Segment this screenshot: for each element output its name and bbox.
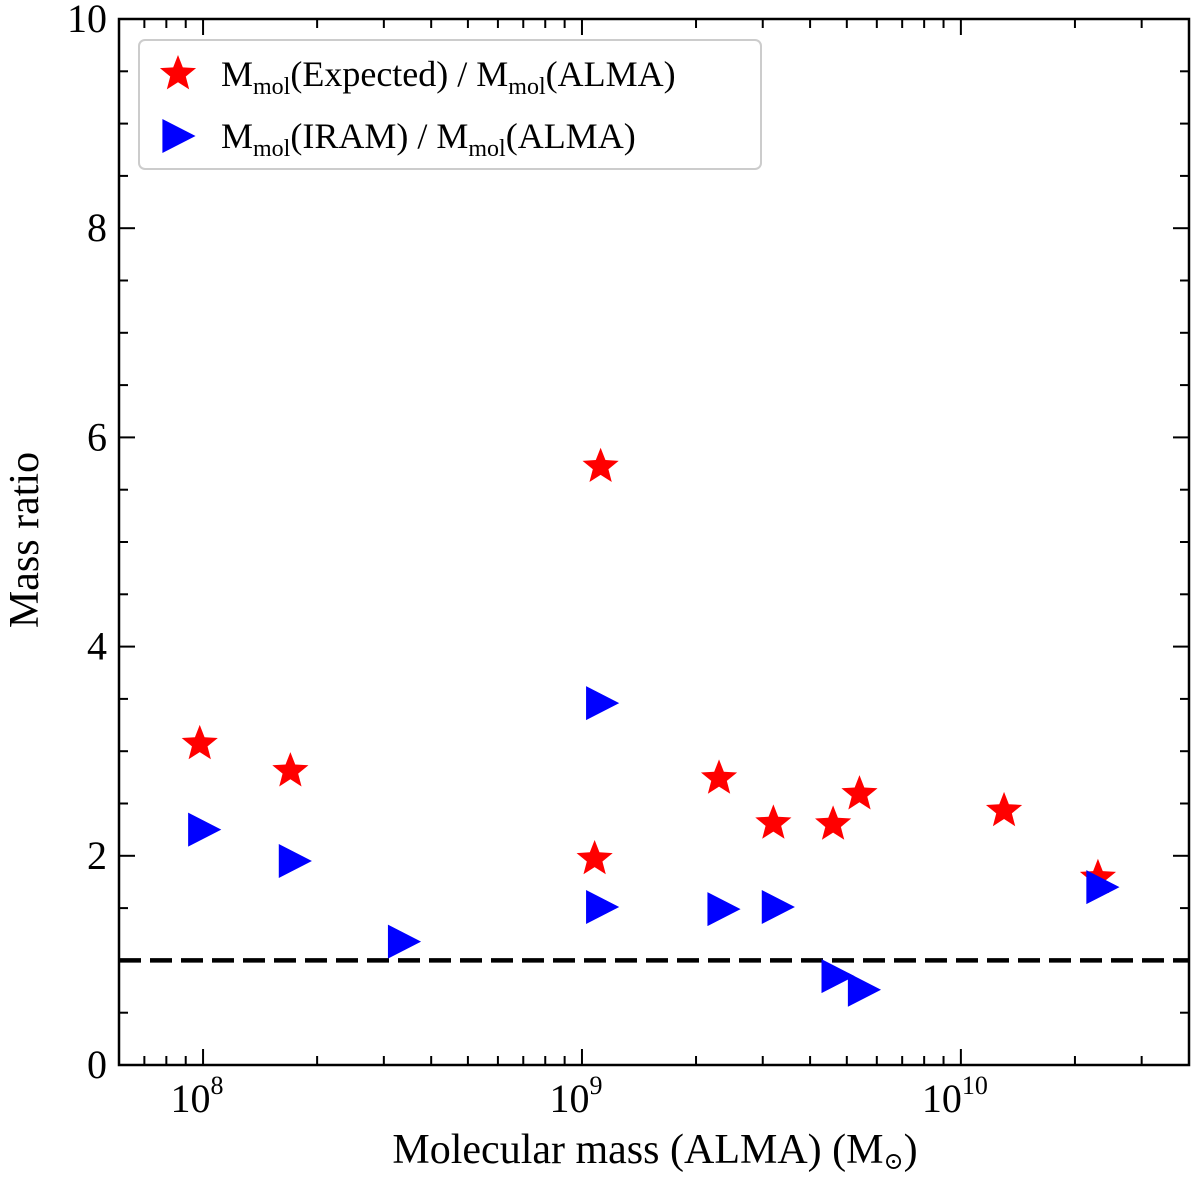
point-expected: [985, 791, 1023, 827]
legend-box: [138, 39, 762, 170]
plot-frame: [117, 17, 1191, 1067]
legend-label-part: mol: [253, 74, 291, 100]
y-tick-label: 10: [67, 0, 107, 41]
point-expected: [755, 804, 792, 839]
y-tick-label: 0: [87, 1042, 107, 1087]
legend-label-part: mol: [253, 136, 291, 162]
legend-label-part: (IRAM) / M: [290, 116, 468, 156]
point-iram: [278, 844, 312, 879]
legend-label-part: (ALMA): [506, 116, 636, 156]
legend-label-part: M: [221, 116, 253, 156]
legend-label-part: mol: [468, 136, 506, 162]
legend-label-iram: Mmol(IRAM) / Mmol(ALMA): [221, 116, 636, 162]
point-iram: [761, 890, 795, 925]
x-tick-label: 1010: [922, 1071, 988, 1121]
point-expected: [700, 759, 738, 794]
x-tick-exponent: 8: [211, 1071, 224, 1100]
point-iram: [586, 890, 620, 925]
point-expected: [582, 447, 619, 483]
x-tick-exponent: 10: [962, 1071, 988, 1100]
solar-mass-symbol: ⊙: [883, 1149, 903, 1175]
y-tick-label: 8: [87, 205, 107, 250]
point-iram: [586, 686, 620, 721]
x-tick-base: 10: [922, 1076, 962, 1121]
point-expected: [576, 839, 613, 875]
legend-marker-iram: [162, 119, 196, 153]
point-iram: [188, 812, 222, 847]
y-axis-label: Mass ratio: [2, 452, 48, 628]
point-expected: [272, 752, 309, 787]
legend-label-part: (ALMA): [546, 54, 676, 94]
point-iram: [821, 959, 855, 994]
x-axis-label-text: Molecular mass (ALMA) (M: [392, 1127, 883, 1173]
legend-label-part: M: [221, 54, 253, 94]
x-axis-label-close: ): [904, 1127, 918, 1173]
x-tick-base: 10: [549, 1076, 589, 1121]
legend: Mmol(Expected) / Mmol(ALMA)Mmol(IRAM) / …: [138, 39, 762, 170]
point-expected: [841, 775, 878, 810]
x-tick-exponent: 9: [589, 1071, 602, 1100]
legend-marker-expected: [159, 55, 197, 90]
x-tick-base: 10: [171, 1076, 211, 1121]
x-tick-label: 108: [171, 1071, 224, 1121]
y-tick-label: 6: [87, 414, 107, 459]
y-tick-label: 4: [87, 624, 107, 669]
x-axis-label: Molecular mass (ALMA) (M⊙): [392, 1127, 917, 1175]
point-iram: [387, 924, 422, 959]
y-tick-label: 2: [87, 833, 107, 878]
x-tick-label: 109: [549, 1071, 602, 1121]
legend-label-part: mol: [508, 74, 546, 100]
point-expected: [181, 724, 218, 760]
point-expected: [815, 805, 852, 840]
legend-label-expected: Mmol(Expected) / Mmol(ALMA): [221, 54, 676, 100]
point-iram: [847, 972, 882, 1007]
point-iram: [707, 892, 741, 927]
point-expected: [1079, 858, 1117, 894]
point-iram: [1086, 870, 1120, 905]
legend-label-part: (Expected) / M: [290, 54, 508, 94]
